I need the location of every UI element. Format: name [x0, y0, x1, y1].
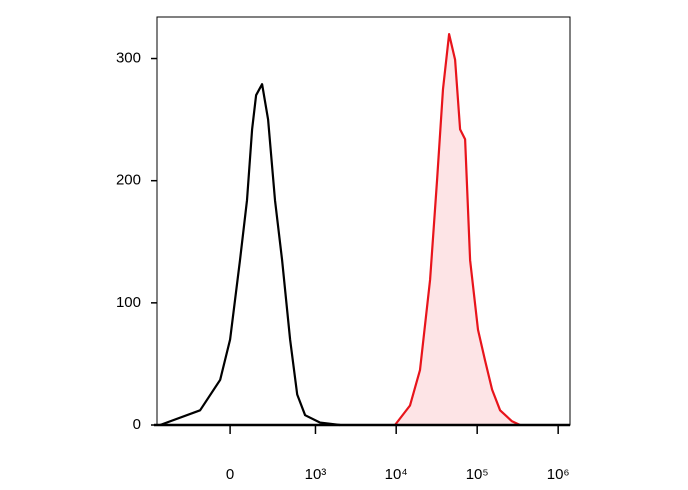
- x-tick-label: 10³: [305, 466, 327, 483]
- y-tick-label: 0: [133, 416, 141, 433]
- x-tick-label: 10⁴: [385, 466, 408, 483]
- y-tick-label: 200: [116, 172, 141, 189]
- histogram-fill: [395, 34, 520, 425]
- x-tick-label: 0: [226, 466, 234, 483]
- x-tick-label: 10⁵: [466, 466, 489, 483]
- y-tick-label: 100: [116, 294, 141, 311]
- histogram-line: [394, 32, 521, 426]
- histogram-line: [159, 83, 341, 427]
- y-tick-label: 300: [116, 50, 141, 67]
- plot-frame: [156, 16, 571, 426]
- x-tick-label: 10⁶: [547, 466, 570, 483]
